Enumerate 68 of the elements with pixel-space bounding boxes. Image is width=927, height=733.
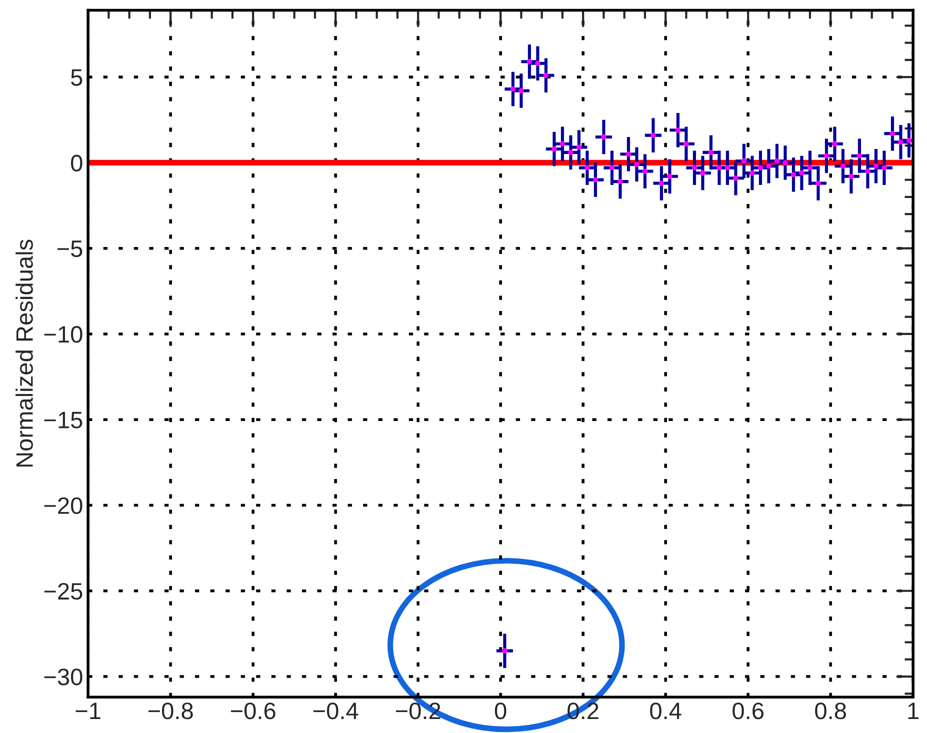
point <box>601 134 606 140</box>
x-tick-label: 1 <box>908 702 919 720</box>
y-tick-label: −15 <box>44 412 82 428</box>
point <box>552 146 557 152</box>
y-axis-title: Normalized Residuals <box>16 240 33 467</box>
point <box>626 152 632 157</box>
point <box>700 170 706 176</box>
point <box>816 180 821 186</box>
y-tick-label: −10 <box>44 326 82 343</box>
point <box>526 59 532 64</box>
point <box>568 150 574 156</box>
point <box>824 153 830 158</box>
x-tick-label: 0 <box>494 702 506 720</box>
point <box>790 172 796 178</box>
point <box>906 138 912 144</box>
point <box>502 648 508 654</box>
point <box>650 132 656 138</box>
point <box>658 180 664 186</box>
point <box>618 178 623 184</box>
point <box>882 165 887 170</box>
point <box>708 150 714 156</box>
point <box>741 158 747 164</box>
point <box>684 141 689 146</box>
point <box>724 165 730 170</box>
point <box>518 88 524 94</box>
point <box>609 165 615 170</box>
point <box>584 165 590 170</box>
point <box>733 176 738 181</box>
point <box>799 170 804 176</box>
x-tick-label: 0.6 <box>732 702 764 720</box>
x-tick-label: −0.4 <box>313 702 358 720</box>
point <box>667 174 672 179</box>
point <box>675 128 681 133</box>
x-tick-label: 0.8 <box>815 702 846 720</box>
point <box>873 164 879 169</box>
y-tick-label: 5 <box>71 69 82 86</box>
point <box>642 168 648 174</box>
point <box>766 164 772 169</box>
x-tick-label: −0.8 <box>148 702 193 720</box>
point <box>750 170 755 176</box>
x-tick-label: −0.6 <box>230 702 276 720</box>
point <box>560 141 566 146</box>
point <box>543 72 549 78</box>
point <box>510 86 516 92</box>
point <box>848 174 854 179</box>
point <box>758 165 764 170</box>
point <box>890 130 896 136</box>
point <box>898 140 904 145</box>
y-tick-label: −30 <box>44 668 82 686</box>
y-tick-label: −5 <box>57 240 82 258</box>
x-tick-label: 0.4 <box>650 702 682 720</box>
y-tick-label: −20 <box>44 497 82 514</box>
y-tick-label: −25 <box>44 582 82 600</box>
point <box>774 158 780 164</box>
point <box>840 164 846 169</box>
point <box>634 162 640 168</box>
point <box>832 141 838 146</box>
point <box>576 144 582 150</box>
point <box>856 153 862 158</box>
x-tick-label: −1 <box>76 702 100 720</box>
point <box>692 165 698 170</box>
point <box>782 160 788 166</box>
point <box>716 165 722 170</box>
point <box>535 60 540 66</box>
y-tick-label: 0 <box>70 154 82 172</box>
point <box>865 168 870 174</box>
point <box>592 177 598 182</box>
point <box>807 165 813 170</box>
